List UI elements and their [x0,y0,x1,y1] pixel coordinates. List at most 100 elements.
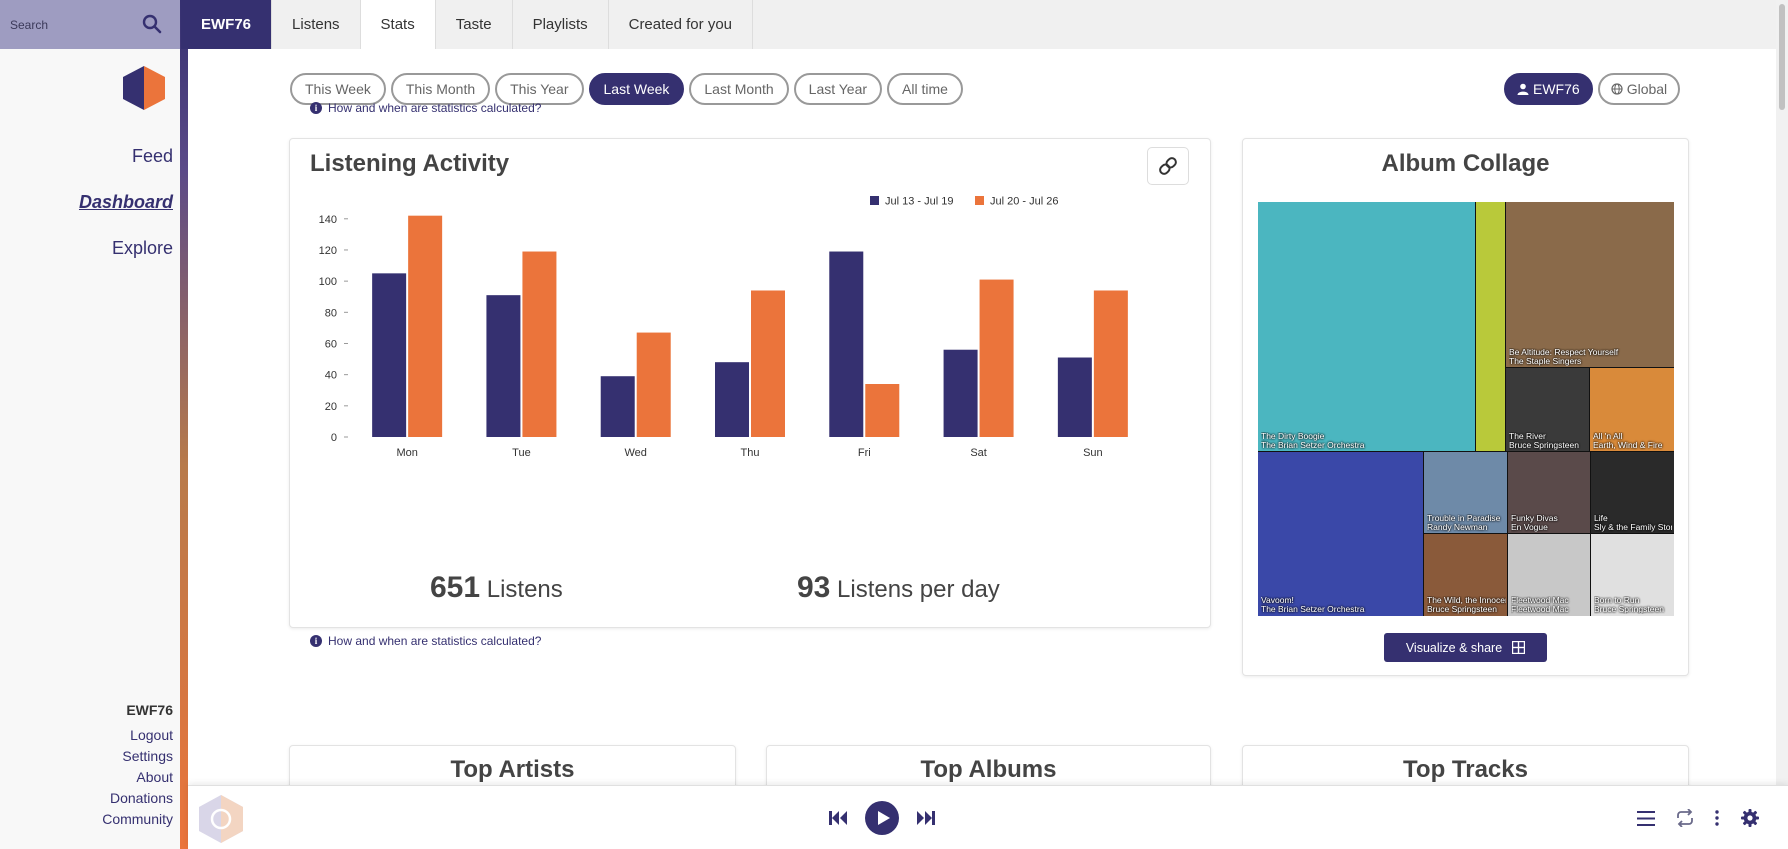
listenbrainz-logo[interactable] [123,66,165,110]
album-tile[interactable]: Funky Divas En Vogue [1507,451,1592,535]
y-tick-label: 60 [325,338,337,350]
visualize-share-label: Visualize & share [1405,640,1503,655]
y-tick-label: 0 [331,432,337,444]
legend-swatch [870,196,879,205]
x-tick-label: Mon [396,447,417,459]
top-albums-title: Top Albums [920,756,1057,783]
scope-global-label: Global [1626,81,1668,97]
album-tile[interactable]: Be Altitude: Respect Yourself The Staple … [1505,202,1674,369]
bar-current-week [1093,290,1128,437]
tab-stats[interactable]: Stats [360,0,436,49]
play-button[interactable] [864,786,900,849]
page-scrollbar[interactable] [1776,0,1788,785]
side-nav: Feed Dashboard Explore [23,144,173,282]
tab-listens[interactable]: Listens [272,0,361,49]
top-artists-title: Top Artists [450,756,575,783]
previous-icon [829,811,847,825]
y-tick-label: 80 [325,307,337,319]
more-options-button[interactable] [1708,786,1726,849]
range-all-time[interactable]: All time [887,73,963,105]
community-link[interactable]: Community [102,811,173,827]
album-tile-caption: Vavoom! The Brian Setzer Orchestra [1261,596,1365,614]
bar-previous-week [600,376,635,437]
album-tile-caption: Life Sly & the Family Stone [1594,514,1672,532]
nav-explore[interactable]: Explore [111,238,173,258]
bottom-player-bar [188,785,1788,849]
y-tick-label: 40 [325,370,337,382]
album-tile[interactable]: All 'n All Earth, Wind & Fire [1589,367,1674,453]
total-listens-count: 651 [430,571,481,604]
info-icon: i [310,102,322,114]
donations-link[interactable]: Donations [109,790,173,806]
stats-info-link-2[interactable]: i How and when are statistics calculated… [310,634,541,648]
previous-button[interactable] [824,786,852,849]
main-content: This Week This Month This Year Last Week… [188,49,1776,785]
x-tick-label: Wed [625,447,647,459]
search-icon[interactable] [142,14,162,34]
sidebar-username: EWF76 [126,702,173,718]
activity-stats: 651 Listens 93 Listens per day [290,571,1212,611]
album-tile[interactable]: The Wild, the Innocent Bruce Springsteen [1423,533,1509,616]
album-tile[interactable]: The Dirty Boogie The Brian Setzer Orchest… [1258,202,1477,453]
queue-icon [1637,810,1655,826]
album-tile[interactable]: The River Bruce Springsteen [1505,367,1591,453]
scope-user-button[interactable]: EWF76 [1504,73,1593,105]
bar-current-week [636,332,671,437]
bar-previous-week [715,362,749,437]
tab-user[interactable]: EWF76 [181,0,273,49]
range-this-year[interactable]: This Year [495,73,584,105]
sidebar-accent-stripe [180,0,188,849]
legend-label: Jul 20 - Jul 26 [990,196,1058,208]
album-tile[interactable]: Vavoom! The Brian Setzer Orchestra [1258,451,1425,616]
scrollbar-thumb[interactable] [1779,4,1785,110]
player-settings-button[interactable] [1738,786,1762,849]
album-tile[interactable]: Trouble in Paradise Randy Newman [1423,451,1509,535]
range-this-week[interactable]: This Week [290,73,386,105]
range-last-week[interactable]: Last Week [588,73,685,105]
range-last-year[interactable]: Last Year [793,73,883,105]
info-icon: i [310,635,322,647]
range-selector: This Week This Month This Year Last Week… [290,73,963,105]
legend-label: Jul 13 - Jul 19 [885,196,953,208]
album-tile[interactable]: Life Sly & the Family Stone [1590,451,1674,535]
scope-global-button[interactable]: Global [1597,73,1681,105]
copy-link-button[interactable] [1147,147,1189,185]
next-button[interactable] [912,786,940,849]
nav-dashboard[interactable]: Dashboard [78,192,173,212]
bar-previous-week [829,251,864,437]
album-tile[interactable] [1475,202,1507,453]
y-tick-label: 100 [319,276,337,288]
top-tracks-card: Top Tracks [1242,745,1689,785]
listening-activity-card: Listening Activity 0 20 40 60 80 100 120 140 Mon… [289,138,1211,628]
album-tile-caption: The River Bruce Springsteen [1509,432,1579,450]
bar-previous-week [943,349,978,437]
tab-created-for-you[interactable]: Created for you [608,0,753,49]
visualize-share-button[interactable]: Visualize & share [1384,633,1547,662]
search-input[interactable] [10,17,140,32]
tab-playlists[interactable]: Playlists [512,0,609,49]
bar-current-week [979,279,1014,437]
bar-current-week [522,251,557,437]
repeat-button[interactable] [1672,786,1698,849]
tab-taste[interactable]: Taste [435,0,513,49]
globe-icon [1611,83,1623,95]
album-tile-caption: Born to Run Bruce Springsteen [1594,596,1664,614]
total-listens-stat: 651 Listens [430,571,563,605]
about-link[interactable]: About [136,769,173,785]
queue-button[interactable] [1634,786,1658,849]
bar-previous-week [372,273,407,437]
settings-link[interactable]: Settings [122,748,173,764]
x-tick-label: Sun [1083,447,1103,459]
range-last-month[interactable]: Last Month [689,73,789,105]
gear-icon [1741,809,1759,827]
album-tile[interactable]: Born to Run Bruce Springsteen [1590,533,1674,616]
nav-feed[interactable]: Feed [131,146,173,166]
stats-info-text-2: How and when are statistics calculated? [328,634,542,648]
stats-info-link[interactable]: i How and when are statistics calculated… [310,101,541,115]
logout-link[interactable]: Logout [130,727,173,743]
range-this-month[interactable]: This Month [390,73,491,105]
album-tile[interactable]: Fleetwood Mac Fleetwood Mac [1507,533,1592,616]
y-tick-label: 140 [319,214,337,226]
now-playing-cover[interactable] [196,793,246,843]
top-artists-card: Top Artists [289,745,736,785]
